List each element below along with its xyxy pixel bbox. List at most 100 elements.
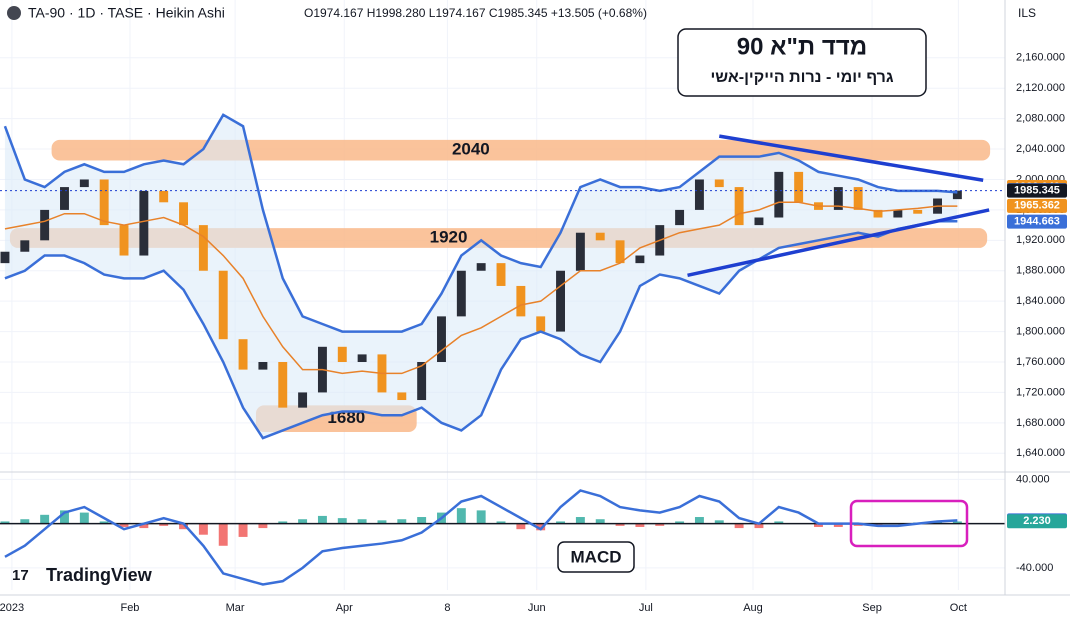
candle bbox=[556, 270, 566, 332]
candle bbox=[40, 209, 50, 241]
title-box bbox=[677, 28, 927, 97]
candle bbox=[893, 209, 903, 218]
x-tick-label: Aug bbox=[743, 602, 763, 614]
candle bbox=[575, 232, 585, 271]
candle bbox=[437, 316, 446, 363]
histogram-bar bbox=[456, 508, 466, 524]
x-tick-label: Feb bbox=[120, 602, 139, 614]
histogram-bar bbox=[774, 521, 784, 524]
x-tick-label: Mar bbox=[226, 602, 245, 614]
y-tick-label: 1,920.000 bbox=[1016, 234, 1065, 246]
candle bbox=[139, 190, 149, 256]
symbol: TA-90 · 1D · TASE · Heikin Ashi bbox=[28, 5, 225, 21]
histogram-bar bbox=[357, 519, 367, 524]
candle bbox=[754, 217, 764, 226]
candle bbox=[496, 263, 506, 286]
histogram-bar bbox=[655, 523, 665, 526]
candle bbox=[536, 316, 546, 332]
histogram-bar bbox=[417, 517, 427, 524]
histogram-bar bbox=[278, 521, 288, 524]
candle bbox=[79, 179, 89, 188]
histogram-bar bbox=[298, 519, 308, 524]
x-tick-label: Oct bbox=[950, 602, 967, 614]
candle bbox=[417, 362, 427, 401]
highlight-box bbox=[849, 499, 969, 548]
candle bbox=[99, 179, 109, 226]
candle bbox=[198, 225, 208, 271]
price-badge bbox=[1007, 514, 1067, 529]
histogram-bar bbox=[714, 520, 724, 524]
trendline bbox=[687, 208, 990, 278]
histogram-bar bbox=[675, 521, 685, 524]
candle bbox=[734, 187, 744, 226]
histogram-bar bbox=[159, 523, 169, 526]
zone-label: 1920 bbox=[430, 228, 468, 247]
price-badge bbox=[1007, 198, 1067, 213]
histogram-bar bbox=[258, 523, 268, 529]
histogram-bar bbox=[99, 521, 109, 524]
histogram-bar bbox=[397, 519, 407, 524]
histogram-bar bbox=[575, 517, 585, 524]
macd-label: MACD bbox=[571, 547, 622, 566]
histogram-bar bbox=[218, 523, 228, 546]
histogram-bar bbox=[952, 521, 962, 524]
zone-label: 2040 bbox=[452, 140, 490, 159]
candle bbox=[913, 209, 923, 214]
ohlc: O1974.167 H1998.280 L1974.167 C1985.345 … bbox=[304, 6, 647, 20]
candle bbox=[0, 251, 10, 264]
band-line bbox=[4, 220, 958, 440]
macd-line bbox=[4, 489, 958, 586]
histogram-bar bbox=[139, 523, 149, 529]
candle bbox=[179, 202, 189, 226]
histogram-bar bbox=[734, 523, 744, 529]
y-tick-label: 2,040.000 bbox=[1016, 143, 1065, 155]
candle bbox=[774, 171, 784, 218]
y-tick-label: 1,680.000 bbox=[1016, 417, 1065, 429]
histogram-bar bbox=[0, 521, 10, 524]
y-tick-label: 1,640.000 bbox=[1016, 447, 1065, 459]
price-badge bbox=[1007, 214, 1067, 229]
y-tick-label: 1,800.000 bbox=[1016, 325, 1065, 337]
candle bbox=[675, 209, 685, 226]
y-tick-label: 1,760.000 bbox=[1016, 356, 1065, 368]
candle bbox=[119, 225, 129, 256]
y-tick-label: 2,120.000 bbox=[1016, 82, 1065, 94]
x-tick-label: Sep bbox=[862, 602, 882, 614]
candle bbox=[357, 354, 367, 363]
candle bbox=[595, 232, 605, 241]
histogram-bar bbox=[317, 515, 327, 524]
title: מדד ת"א 90 bbox=[737, 33, 867, 60]
candle bbox=[218, 270, 228, 340]
candle bbox=[853, 187, 863, 210]
macd-box bbox=[557, 541, 635, 573]
histogram-bar bbox=[496, 521, 506, 524]
currency: ILS bbox=[1018, 6, 1036, 20]
x-tick-label: 2023 bbox=[0, 602, 24, 614]
candle bbox=[298, 392, 308, 408]
y2-tick-label: -40.000 bbox=[1016, 562, 1053, 574]
candle bbox=[952, 190, 962, 200]
y-tick-label: 1,880.000 bbox=[1016, 265, 1065, 277]
histogram-bar bbox=[119, 523, 129, 527]
histogram-bar bbox=[20, 519, 30, 524]
histogram-bar bbox=[476, 510, 486, 524]
zone bbox=[51, 139, 991, 161]
candle bbox=[20, 240, 30, 252]
candle bbox=[694, 179, 704, 210]
y-tick-label: 1,840.000 bbox=[1016, 295, 1065, 307]
band-line bbox=[4, 201, 958, 375]
y-tick-label: 2,080.000 bbox=[1016, 113, 1065, 125]
candle bbox=[873, 209, 883, 218]
subtitle: גרף יומי - נרות הייקין-אשי bbox=[710, 69, 893, 86]
histogram-bar bbox=[635, 523, 645, 527]
histogram-bar bbox=[615, 523, 625, 526]
candle bbox=[456, 270, 466, 317]
candle bbox=[238, 339, 248, 370]
candle bbox=[615, 240, 625, 264]
histogram-bar bbox=[337, 518, 347, 524]
candle bbox=[516, 285, 526, 317]
histogram-bar bbox=[238, 523, 248, 537]
price-badge bbox=[1007, 183, 1067, 198]
candle bbox=[337, 346, 347, 363]
